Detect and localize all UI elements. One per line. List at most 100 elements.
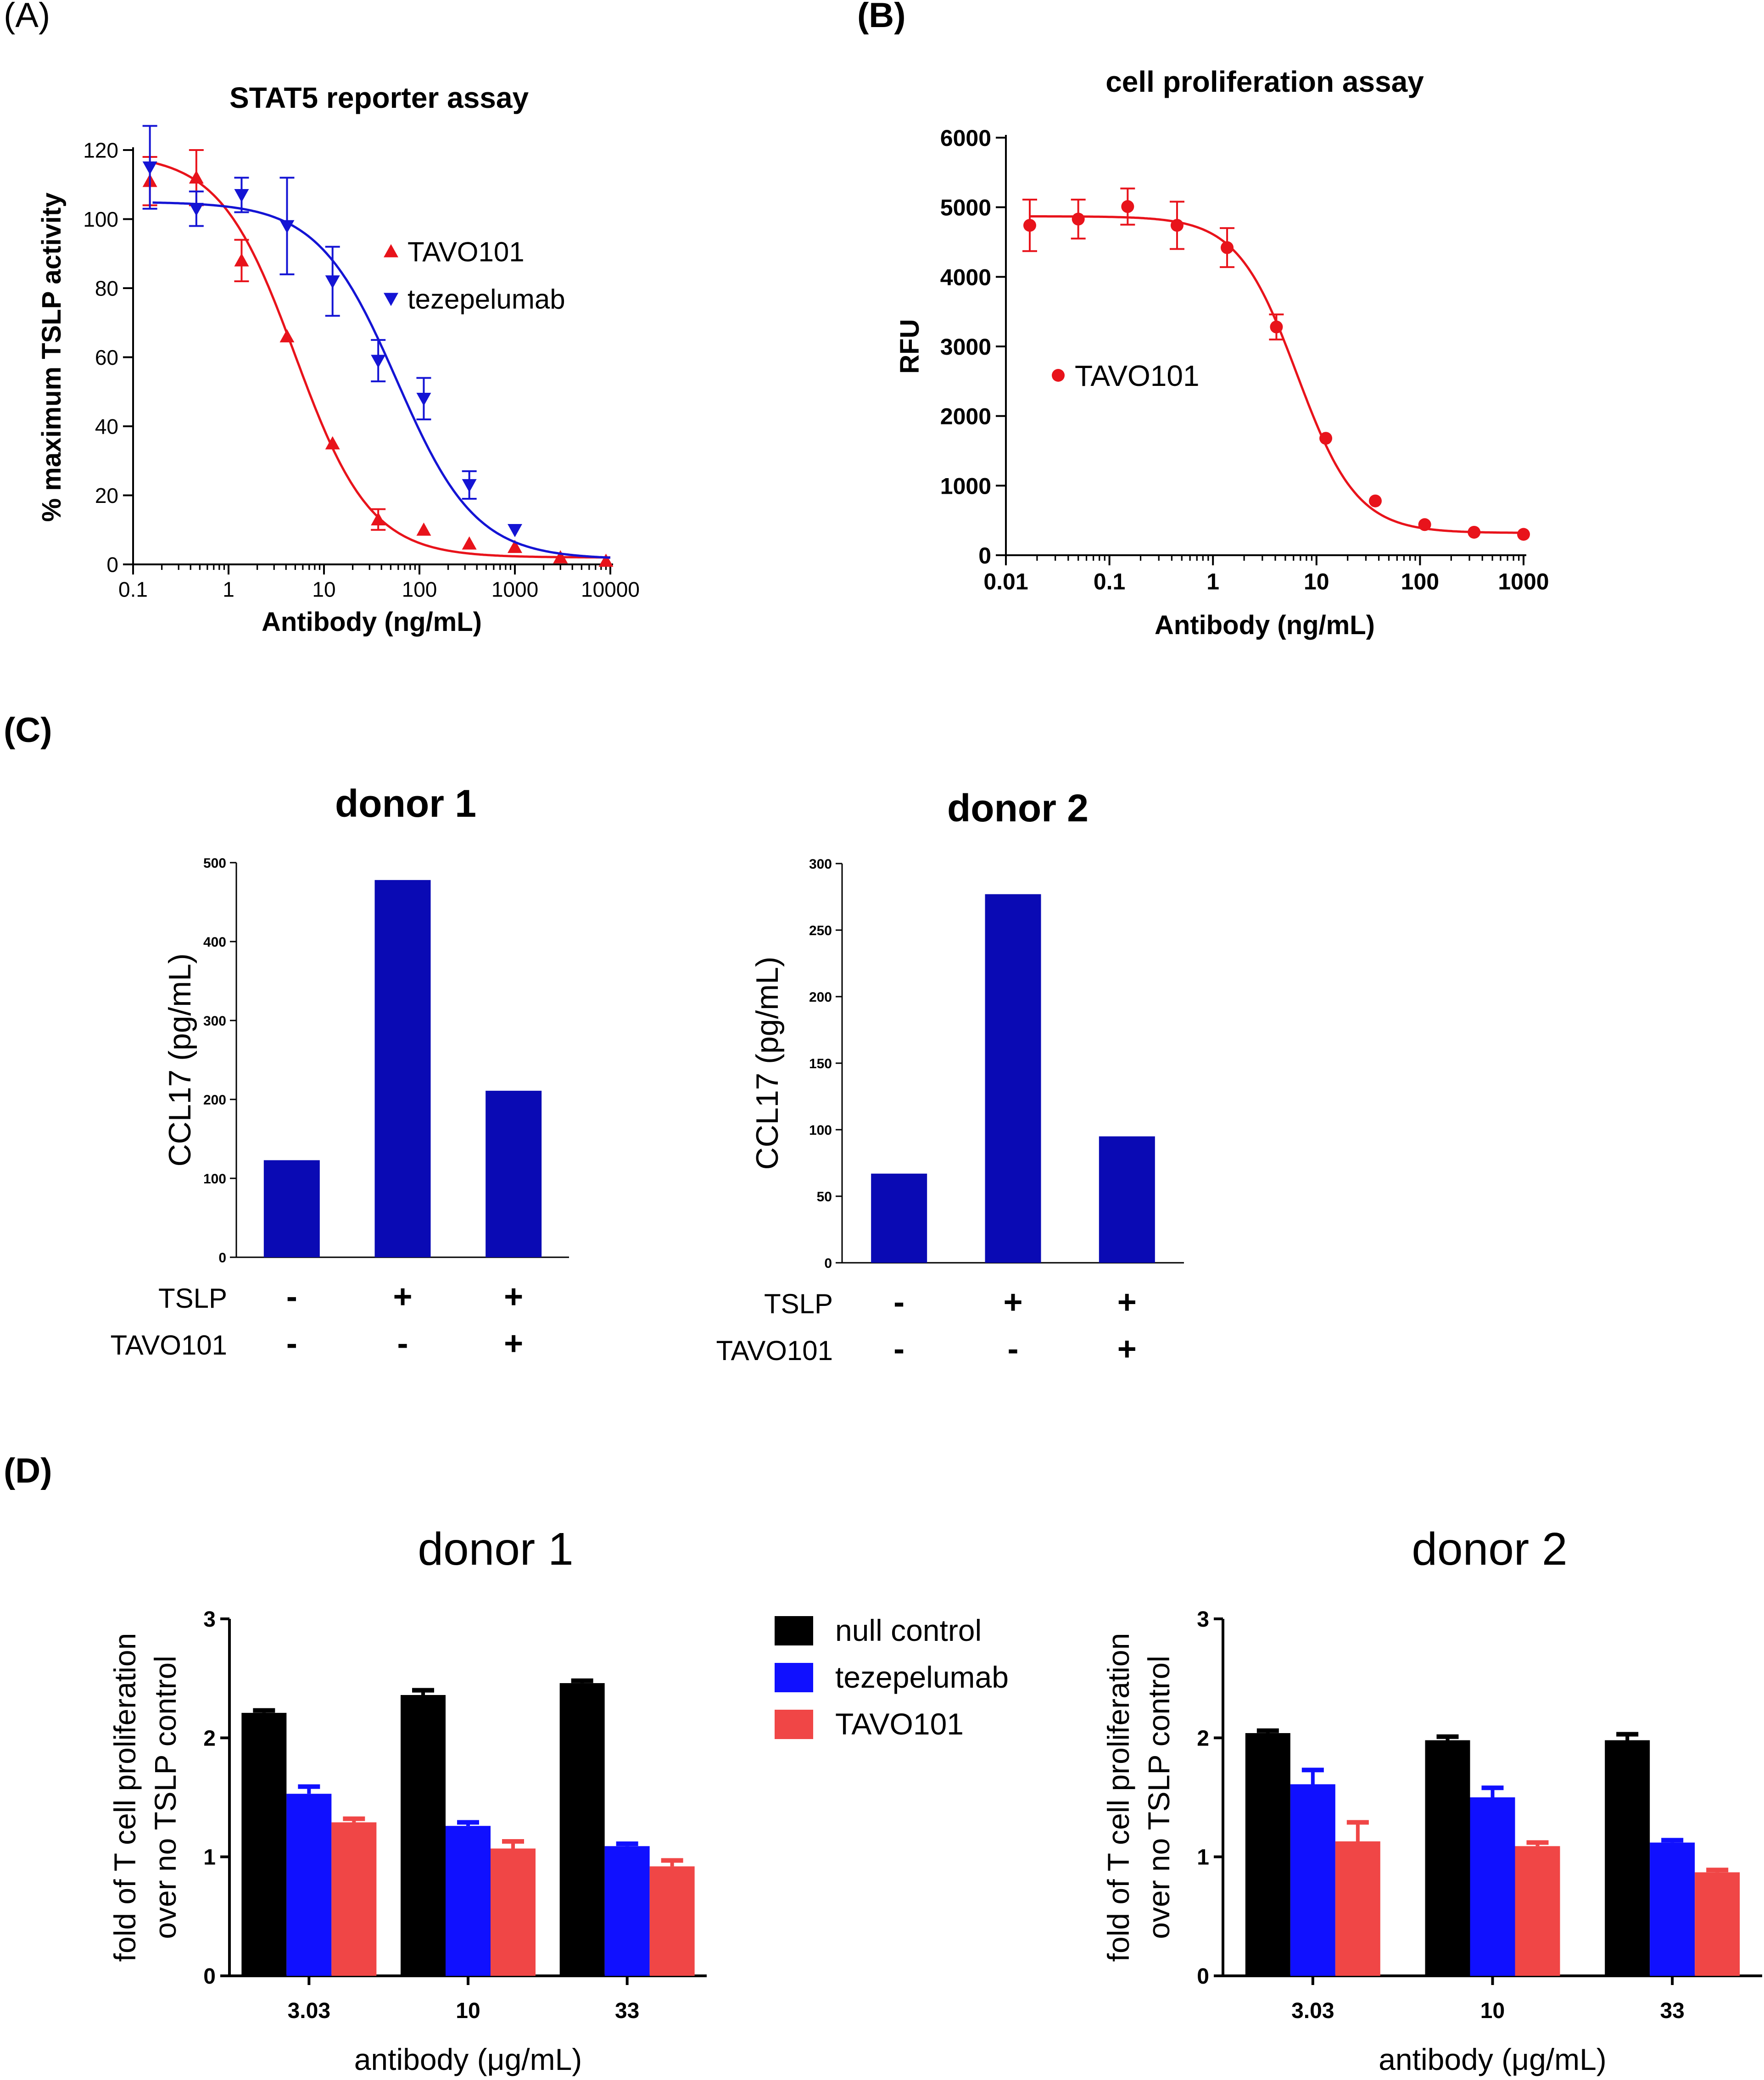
data-point-tezepelumab <box>462 479 477 492</box>
bar-null-control <box>1425 1740 1470 1976</box>
condition-sign: - <box>893 1331 904 1367</box>
y-tick-label-D1: 0 <box>203 1964 216 1989</box>
bar-tavo101 <box>1335 1841 1380 1976</box>
y-axis-label-C1: CCL17 (pg/mL) <box>162 954 197 1167</box>
data-point-tezepelumab <box>325 275 340 289</box>
bar-tavo101 <box>1515 1846 1560 1976</box>
condition-sign: + <box>1117 1331 1137 1367</box>
chart-C2: 0 50 100 150 200 250 300 donor 2 CCL17 (pg/mL) TS… <box>716 786 1184 1367</box>
legend-label-tezepelumab: tezepelumab <box>408 284 565 315</box>
y-tick-label-C2: 250 <box>809 923 832 938</box>
data-point-tezepelumab <box>189 203 204 216</box>
x-axis-label-B: Antibody (ng/mL) <box>1155 610 1375 640</box>
y-tick-label-A: 60 <box>95 346 118 369</box>
bar-C2 <box>985 894 1041 1263</box>
condition-label-tavo101: TAVO101 <box>110 1330 227 1361</box>
y-axis-label-B: RFU <box>895 319 925 374</box>
bar-null-control <box>559 1683 605 1976</box>
x-tick-label-A: 10 <box>312 577 335 601</box>
x-tick-label-B: 1 <box>1206 569 1219 595</box>
data-point-tezepelumab <box>234 189 249 202</box>
y-tick-label-C2: 0 <box>824 1256 832 1271</box>
data-point-tavo101 <box>325 436 340 450</box>
legend-label-tavo101: TAVO101 <box>1075 359 1200 392</box>
y-tick-label-A: 100 <box>83 207 118 231</box>
y-tick-label-C2: 100 <box>809 1123 832 1138</box>
data-point-tavo101 <box>1270 320 1283 334</box>
y-tick-label-C1: 200 <box>203 1093 226 1108</box>
y-axis-label-C2: CCL17 (pg/mL) <box>750 957 785 1170</box>
data-point-tavo101 <box>598 553 614 567</box>
bar-null-control <box>401 1695 446 1976</box>
bar-tezepelumab <box>604 1846 650 1976</box>
x-axis-label-D2: antibody (μg/mL) <box>1379 2042 1607 2076</box>
bar-tavo101 <box>491 1848 536 1976</box>
y-tick-label-D2: 0 <box>1197 1964 1209 1989</box>
legend-label-tezepelumab: tezepelumab <box>835 1660 1009 1694</box>
condition-sign: + <box>1003 1284 1022 1321</box>
y-tick-label-A: 0 <box>106 553 118 577</box>
y-tick-label-C2: 200 <box>809 990 832 1005</box>
data-point-tavo101 <box>1368 494 1382 507</box>
y-tick-label-B: 4000 <box>940 264 991 290</box>
bar-tezepelumab <box>286 1794 332 1976</box>
y-tick-label-D2: 3 <box>1197 1607 1209 1632</box>
y-tick-label-C1: 300 <box>203 1014 226 1029</box>
x-tick-label-A: 1000 <box>491 577 538 601</box>
y-tick-label-C1: 400 <box>203 935 226 950</box>
panel-label-a: (A) <box>4 0 50 35</box>
legend-label-tavo101: TAVO101 <box>408 237 525 268</box>
x-tick-label-B: 10 <box>1304 569 1329 595</box>
condition-sign: + <box>393 1278 412 1315</box>
bar-tezepelumab <box>446 1826 491 1976</box>
bar-tezepelumab <box>1470 1797 1515 1976</box>
y-tick-label-A: 80 <box>95 277 118 301</box>
x-tick-label-D2: 3.03 <box>1291 1999 1334 2023</box>
condition-sign: - <box>893 1284 904 1321</box>
data-point-tavo101 <box>1517 528 1530 541</box>
data-point-tezepelumab <box>279 220 295 234</box>
legend-marker-tavo101 <box>384 244 398 257</box>
chart-title-C1: donor 1 <box>335 782 476 825</box>
bar-C1 <box>486 1091 542 1257</box>
bar-tavo101 <box>649 1866 695 1976</box>
y-tick-label-D1: 1 <box>203 1846 216 1870</box>
x-tick-label-B: 100 <box>1401 569 1439 595</box>
legend-marker-tavo101 <box>1052 369 1065 382</box>
chart-title-B: cell proliferation assay <box>1105 65 1424 98</box>
data-point-tavo101 <box>1319 432 1333 445</box>
x-tick-label-A: 10000 <box>581 577 640 601</box>
y-tick-label-D2: 2 <box>1197 1726 1209 1751</box>
data-point-tavo101 <box>371 512 386 525</box>
y-tick-label-C2: 300 <box>809 857 832 872</box>
y-tick-label-C2: 150 <box>809 1056 832 1071</box>
data-point-tavo101 <box>508 540 522 553</box>
chart-title-D1: donor 1 <box>418 1523 573 1575</box>
y-tick-label-C2: 50 <box>817 1189 832 1205</box>
data-point-tavo101 <box>279 329 295 343</box>
y-tick-label-A: 20 <box>95 484 118 507</box>
condition-sign: + <box>504 1325 523 1362</box>
legend-d: null control tezepelumab TAVO101 <box>775 1613 1009 1741</box>
data-point-tezepelumab <box>416 393 431 406</box>
bar-C2 <box>871 1173 927 1263</box>
fit-curve-tezepelumab <box>152 201 611 559</box>
y-tick-label-A: 40 <box>95 415 118 439</box>
panel-label-d: (D) <box>4 1451 52 1490</box>
y-tick-label-B: 6000 <box>940 125 991 151</box>
y-tick-label-D2: 1 <box>1197 1846 1209 1870</box>
bar-null-control <box>241 1712 287 1976</box>
data-point-tavo101 <box>189 170 204 184</box>
legend-swatch-null-control <box>775 1616 813 1645</box>
condition-sign: + <box>1117 1284 1137 1321</box>
y-axis-label-D2: over no TSLP control <box>1142 1656 1176 1939</box>
y-axis-label-D1: over no TSLP control <box>148 1656 182 1939</box>
x-axis-label-A: Antibody (ng/mL) <box>262 607 482 637</box>
data-point-tavo101 <box>1468 525 1481 539</box>
legend-marker-tezepelumab <box>384 293 398 306</box>
bar-null-control <box>1245 1733 1290 1976</box>
legend-label-null-control: null control <box>835 1613 982 1647</box>
panel-label-b: (B) <box>857 0 906 35</box>
chart-title-C2: donor 2 <box>947 786 1089 830</box>
legend-swatch-tavo101 <box>775 1710 813 1739</box>
